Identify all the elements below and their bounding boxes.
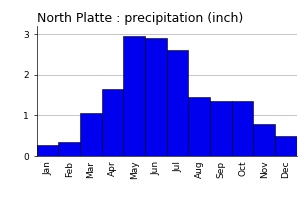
Bar bbox=[123, 36, 145, 156]
Bar bbox=[102, 89, 123, 156]
Bar bbox=[275, 136, 297, 156]
Text: North Platte : precipitation (inch): North Platte : precipitation (inch) bbox=[37, 12, 243, 25]
Bar bbox=[253, 123, 275, 156]
Bar bbox=[188, 97, 210, 156]
Bar bbox=[37, 145, 58, 156]
Bar bbox=[167, 50, 188, 156]
Bar bbox=[58, 142, 80, 156]
Text: www.allmetsat.com: www.allmetsat.com bbox=[39, 149, 108, 155]
Bar bbox=[210, 101, 232, 156]
Bar bbox=[80, 113, 102, 156]
Bar bbox=[232, 101, 253, 156]
Bar bbox=[145, 38, 167, 156]
